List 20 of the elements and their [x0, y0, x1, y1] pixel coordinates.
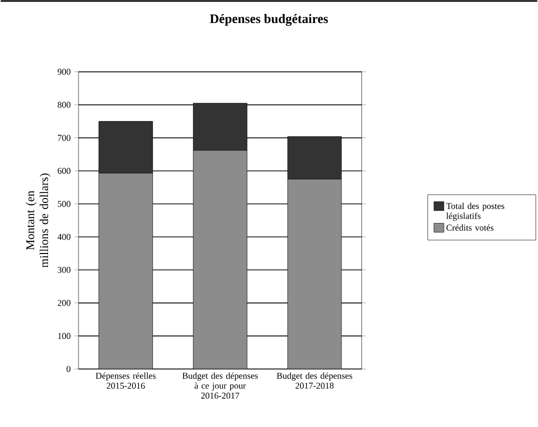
chart-title: Dépenses budgétaires — [210, 14, 328, 26]
x-tick-label: Dépenses réelles 2015-2016 — [96, 372, 156, 389]
bar — [193, 150, 248, 370]
y-tick-label: 700 — [58, 134, 70, 141]
bar — [287, 179, 342, 370]
y-tick-label: 900 — [58, 68, 70, 75]
y-tick-label: 0 — [66, 366, 70, 372]
legend-label: Total des postes législatifs — [446, 202, 504, 221]
y-tick-label: 300 — [58, 266, 70, 274]
y-tick-label: 400 — [58, 234, 70, 240]
legend-label: Crédits votés — [446, 224, 494, 231]
y-axis-title: Montant (en millions de dollars) — [26, 174, 51, 268]
y-tick-label: 600 — [58, 168, 70, 174]
y-tick-label: 100 — [58, 333, 70, 340]
bar — [98, 173, 153, 370]
y-tick-label: 500 — [58, 200, 70, 207]
y-tick-label: 200 — [58, 300, 70, 306]
x-tick-label: Budget des dépenses à ce jour pour 2016-2017 — [182, 372, 258, 399]
x-tick-label: Budget des dépenses 2017-2018 — [276, 372, 352, 389]
y-tick-label: 800 — [58, 102, 70, 108]
